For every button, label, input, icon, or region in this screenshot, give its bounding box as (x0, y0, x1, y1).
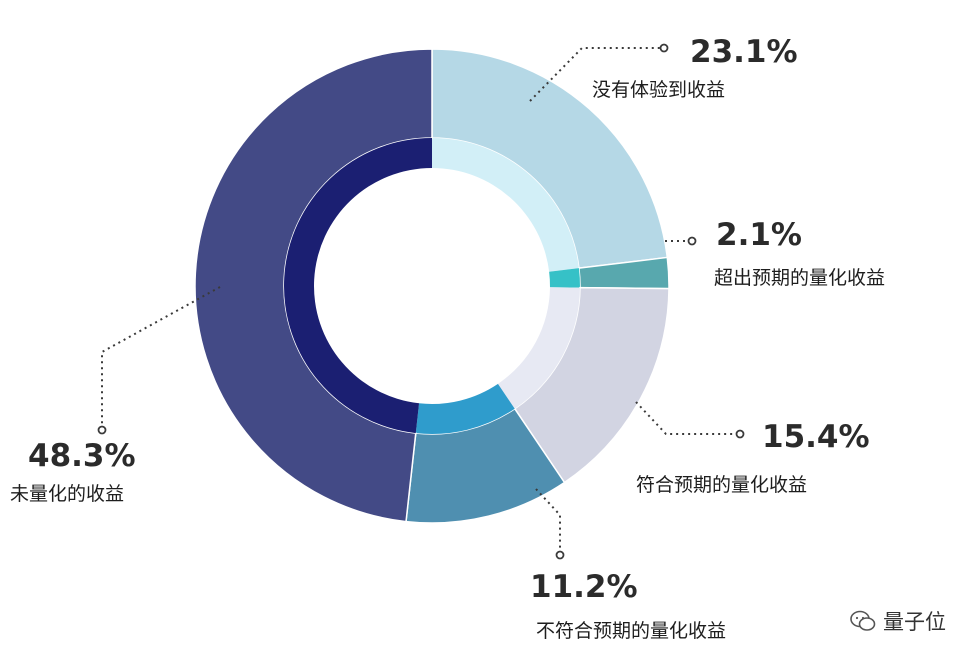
leader-line-3 (535, 488, 561, 555)
percent-label-0: 23.1% (690, 34, 798, 70)
leader-line-2 (635, 401, 740, 435)
inner-slice-0 (432, 138, 579, 272)
percent-label-3: 11.2% (530, 569, 638, 605)
leader-dot-3 (555, 550, 565, 560)
outer-slice-4 (194, 48, 433, 523)
category-label-4: 未量化的收益 (10, 483, 124, 505)
percent-label-2: 15.4% (762, 419, 870, 455)
leader-dot-4 (97, 425, 107, 435)
category-label-2: 符合预期的量化收益 (636, 474, 807, 496)
leader-dot-2 (735, 429, 745, 439)
inner-slice-2 (497, 287, 580, 409)
inner-slice-1 (549, 268, 581, 288)
leader-line-0 (529, 47, 664, 102)
leader-dot-0 (659, 43, 669, 53)
percent-label-4: 48.3% (28, 438, 136, 474)
wechat-icon (850, 610, 876, 631)
category-label-0: 没有体验到收益 (592, 79, 725, 101)
leader-dot-1 (687, 236, 697, 246)
inner-slice-3 (415, 383, 515, 435)
category-label-3: 不符合预期的量化收益 (536, 620, 726, 642)
percent-label-1: 2.1% (716, 217, 802, 253)
inner-slice-4 (283, 138, 432, 434)
watermark-text: 量子位 (883, 610, 946, 634)
watermark: 量子位 (849, 606, 946, 636)
leader-line-4 (101, 286, 221, 430)
category-label-1: 超出预期的量化收益 (714, 267, 885, 289)
